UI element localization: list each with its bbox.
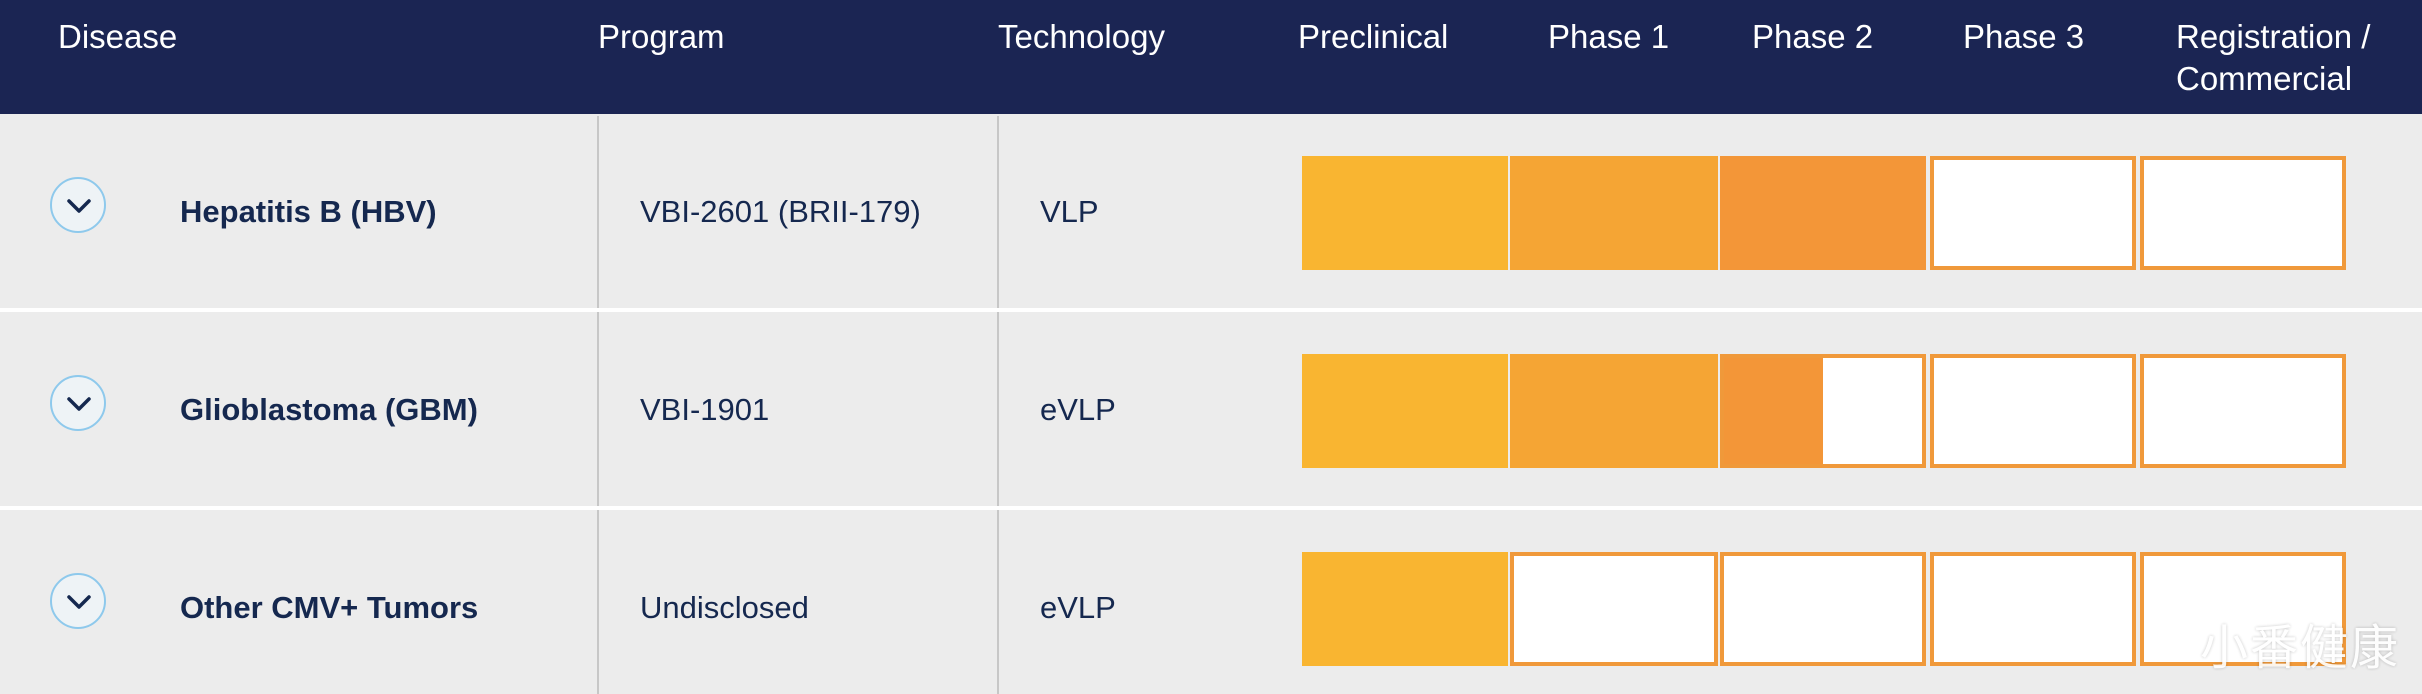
table-row: Other CMV+ Tumors Undisclosed eVLP [0,510,2422,694]
technology-name: eVLP [1040,392,1116,427]
expand-row-button[interactable] [50,573,106,629]
table-header: Disease Program Technology Preclinical P… [0,0,2422,114]
header-technology: Technology [998,18,1165,55]
phase-segment-phase1 [1510,552,1718,666]
row-divider [0,506,2422,510]
chevron-down-icon [67,595,91,609]
phase-segment-phase1 [1510,156,1718,270]
watermark: 小番健康 [2200,620,2401,676]
header-registration: Registration / Commercial [2176,16,2370,100]
phase-segment-preclinical [1302,354,1508,468]
phase-segment-phase3 [1930,354,2136,468]
header-phase-2: Phase 2 [1752,18,1874,55]
phase-segment-phase3 [1930,156,2136,270]
disease-name: Other CMV+ Tumors [180,590,479,625]
program-name: Undisclosed [640,590,809,625]
phase-segment-phase2 [1720,552,1926,666]
technology-name: VLP [1040,194,1099,229]
header-program: Program [598,18,725,55]
phase-segment-phase2 [1720,354,1926,468]
column-divider [997,312,999,508]
column-divider [597,312,599,508]
column-divider [597,510,599,694]
program-name: VBI-1901 [640,392,770,427]
column-divider [997,116,999,312]
phase-segment-phase2 [1720,156,1926,270]
phase-segment-registration [2140,156,2346,270]
chevron-down-icon [67,397,91,411]
table-row: Hepatitis B (HBV) VBI-2601 (BRII-179) VL… [0,114,2422,312]
phase-partial-fill [1724,358,1823,464]
chevron-down-icon [67,199,91,213]
header-disease: Disease [58,18,178,55]
phase-segment-registration [2140,552,2346,666]
table-row: Glioblastoma (GBM) VBI-1901 eVLP [0,312,2422,508]
program-name: VBI-2601 (BRII-179) [640,194,921,229]
header-phase-3: Phase 3 [1963,18,2085,55]
header-preclinical: Preclinical [1298,18,1449,55]
technology-name: eVLP [1040,590,1116,625]
expand-row-button[interactable] [50,375,106,431]
expand-row-button[interactable] [50,177,106,233]
row-divider [0,308,2422,312]
column-divider [997,510,999,694]
phase-segment-registration [2140,354,2346,468]
disease-name: Glioblastoma (GBM) [180,392,478,427]
column-divider [597,116,599,312]
header-registration-line2: Commercial [2176,60,2353,97]
phase-segment-preclinical [1302,156,1508,270]
header-registration-line1: Registration / [2176,18,2371,55]
phase-segment-phase3 [1930,552,2136,666]
disease-name: Hepatitis B (HBV) [180,194,437,229]
header-phase-1: Phase 1 [1548,18,1670,55]
phase-segment-preclinical [1302,552,1508,666]
phase-segment-phase1 [1510,354,1718,468]
